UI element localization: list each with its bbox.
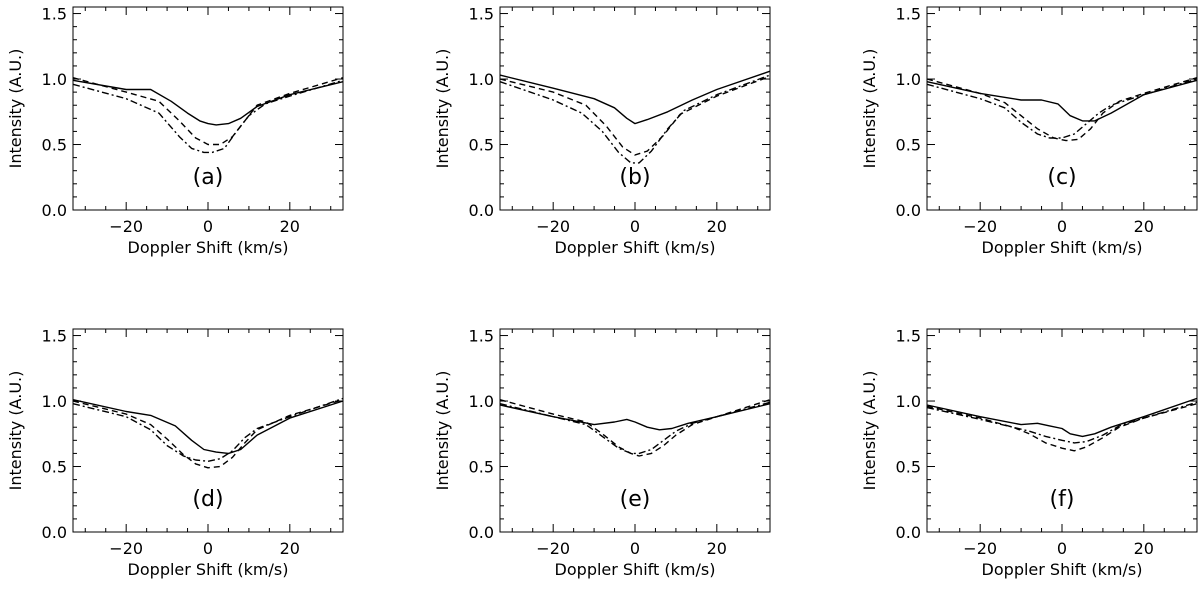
panel-label: (a) — [193, 165, 224, 190]
series-line-solid — [926, 397, 1198, 438]
panel-label: (f) — [1050, 487, 1075, 512]
series-line-dash-dot — [926, 401, 1198, 444]
y-tick-label: 1.0 — [42, 392, 67, 411]
y-tick-label: 1.0 — [469, 392, 494, 411]
x-tick-label: 0 — [1057, 217, 1067, 236]
x-tick-label: 20 — [1134, 539, 1154, 558]
series-line-solid — [72, 79, 344, 126]
chart-panel: 0.0 0.5 1.0 1.5 −20 0 20 Doppler Shift (km/s) In… — [860, 5, 1198, 257]
x-tick-label: 20 — [1134, 217, 1154, 236]
y-axis-label: Intensity (A.U.) — [6, 371, 25, 491]
y-tick-label: 0.0 — [896, 201, 921, 220]
y-tick-label: 1.5 — [42, 327, 67, 346]
series-line-dashed — [499, 399, 771, 457]
series-line-solid — [72, 399, 344, 455]
y-tick-label: 0.0 — [469, 201, 494, 220]
y-tick-label: 1.5 — [469, 5, 494, 24]
y-axis-label: Intensity (A.U.) — [433, 371, 452, 491]
y-axis-label: Intensity (A.U.) — [860, 371, 879, 491]
x-tick-label: 0 — [203, 539, 213, 558]
series-line-dashed — [499, 75, 771, 156]
y-tick-label: 1.5 — [896, 327, 921, 346]
y-tick-label: 0.5 — [42, 458, 67, 477]
x-tick-label: −20 — [963, 539, 997, 558]
x-tick-label: −20 — [536, 539, 570, 558]
panel-label: (e) — [620, 487, 651, 512]
x-tick-label: 0 — [630, 217, 640, 236]
y-tick-label: 0.5 — [469, 136, 494, 155]
series-line-dash-dot — [72, 79, 344, 154]
x-tick-label: 20 — [707, 217, 727, 236]
chart-panel: 0.0 0.5 1.0 1.5 −20 0 20 Doppler Shift (km/s) In… — [433, 5, 771, 257]
x-axis-label: Doppler Shift (km/s) — [555, 560, 716, 579]
chart-panel: 0.0 0.5 1.0 1.5 −20 0 20 Doppler Shift (km/s) In… — [433, 327, 771, 579]
x-tick-label: 0 — [1057, 539, 1067, 558]
series-line-dashed — [72, 77, 344, 146]
y-tick-label: 1.5 — [469, 327, 494, 346]
series-line-dash-dot — [499, 74, 771, 164]
y-tick-label: 0.0 — [42, 201, 67, 220]
series-line-dash-dot — [926, 78, 1198, 139]
y-tick-label: 0.0 — [896, 523, 921, 542]
y-tick-label: 0.5 — [469, 458, 494, 477]
series-line-solid — [499, 403, 771, 431]
x-axis-label: Doppler Shift (km/s) — [982, 238, 1143, 257]
y-tick-label: 0.0 — [42, 523, 67, 542]
series-line-solid — [926, 79, 1198, 122]
y-axis-label: Intensity (A.U.) — [860, 49, 879, 169]
series-line-dash-dot — [499, 401, 771, 455]
x-axis-label: Doppler Shift (km/s) — [128, 238, 289, 257]
y-tick-label: 1.5 — [896, 5, 921, 24]
y-tick-label: 0.5 — [896, 458, 921, 477]
chart-panel: 0.0 0.5 1.0 1.5 −20 0 20 Doppler Shift (km/s) In… — [6, 5, 344, 257]
series-line-dashed — [926, 403, 1198, 452]
y-tick-label: 0.0 — [469, 523, 494, 542]
series-line-dash-dot — [72, 397, 344, 462]
y-axis-label: Intensity (A.U.) — [6, 49, 25, 169]
series-line-solid — [499, 70, 771, 125]
panel-label: (c) — [1047, 165, 1076, 190]
panel-label: (b) — [619, 165, 650, 190]
x-axis-label: Doppler Shift (km/s) — [555, 238, 716, 257]
chart-panel: 0.0 0.5 1.0 1.5 −20 0 20 Doppler Shift (km/s) In… — [6, 327, 344, 579]
x-tick-label: −20 — [109, 217, 143, 236]
x-tick-label: 20 — [280, 217, 300, 236]
y-tick-label: 1.0 — [42, 70, 67, 89]
x-tick-label: 0 — [630, 539, 640, 558]
y-tick-label: 0.5 — [896, 136, 921, 155]
y-axis-label: Intensity (A.U.) — [433, 49, 452, 169]
x-tick-label: 20 — [707, 539, 727, 558]
panel-label: (d) — [192, 487, 223, 512]
y-tick-label: 0.5 — [42, 136, 67, 155]
x-tick-label: −20 — [536, 217, 570, 236]
x-tick-label: −20 — [963, 217, 997, 236]
y-tick-label: 1.5 — [42, 5, 67, 24]
x-axis-label: Doppler Shift (km/s) — [128, 560, 289, 579]
chart-panel: 0.0 0.5 1.0 1.5 −20 0 20 Doppler Shift (km/s) In… — [860, 327, 1198, 579]
x-tick-label: 0 — [203, 217, 213, 236]
x-axis-label: Doppler Shift (km/s) — [982, 560, 1143, 579]
y-tick-label: 1.0 — [896, 70, 921, 89]
x-tick-label: −20 — [109, 539, 143, 558]
series-line-dashed — [926, 77, 1198, 142]
y-tick-label: 1.0 — [469, 70, 494, 89]
series-line-dashed — [72, 399, 344, 469]
x-tick-label: 20 — [280, 539, 300, 558]
y-tick-label: 1.0 — [896, 392, 921, 411]
